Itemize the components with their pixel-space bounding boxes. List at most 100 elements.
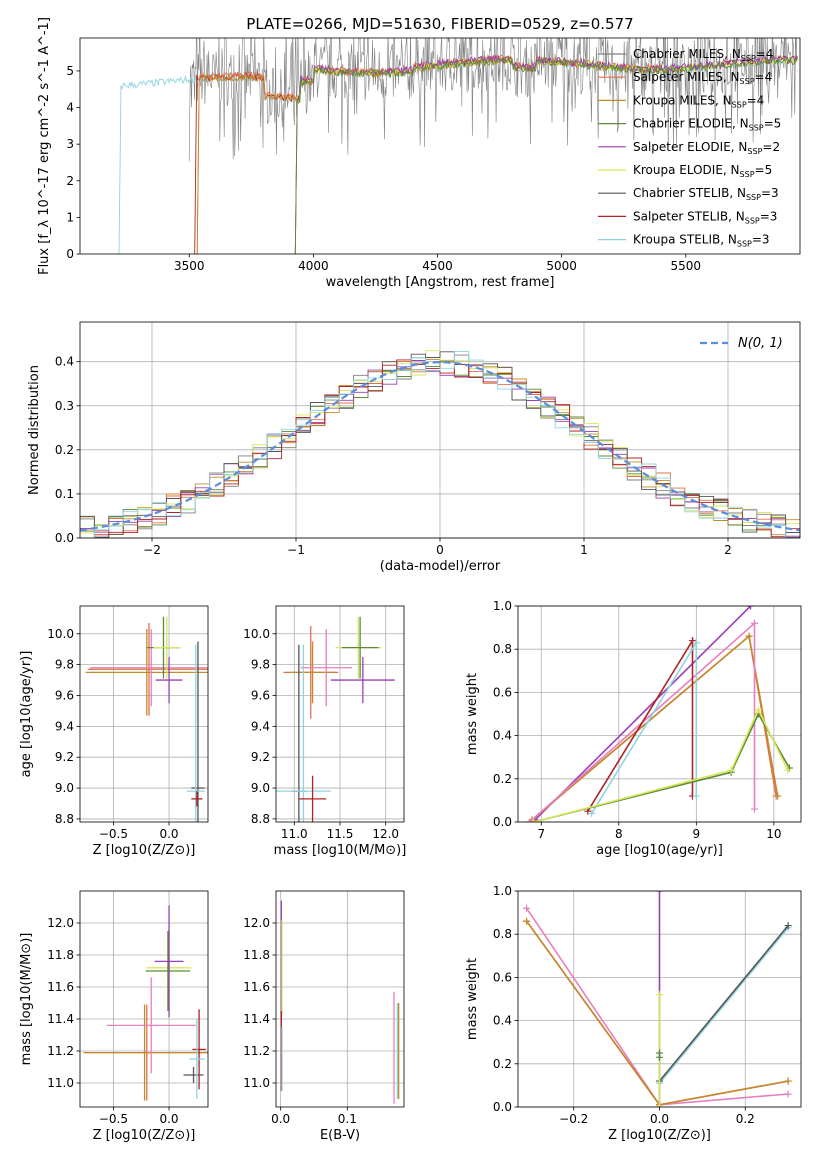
y-tick-label: 12.0 (243, 916, 270, 930)
x-axis-label: wavelength [Angstrom, rest frame] (326, 275, 555, 290)
plot-area (276, 616, 395, 822)
series-line (525, 920, 789, 1106)
y-tick-label: 9.4 (55, 719, 74, 733)
y-tick-label: 1.0 (493, 599, 512, 613)
panel-age-vs-mass: 11.0 11.5 12.0 8.8 9.0 9.2 9.4 9.6 9.8 10.0 mass [… (243, 605, 407, 858)
y-tick-label: 9.8 (251, 658, 270, 672)
data-point (784, 1077, 792, 1085)
plot-area (80, 350, 800, 538)
axes-frame (79, 605, 209, 823)
y-tick-label: 0.1 (55, 487, 74, 501)
legend-subscript: SSP (747, 147, 762, 156)
x-tick-label: 0.0 (159, 1112, 178, 1126)
legend-suffix: =4 (747, 93, 765, 107)
y-axis-label: mass [log10(M/M⊙)] (19, 933, 34, 1066)
data-point (750, 805, 758, 813)
grid (276, 891, 404, 1107)
y-tick-label: 9.2 (251, 750, 270, 764)
series-line (533, 712, 791, 822)
panel-mass-vs-ebv: 0.0 0.1 11.0 11.2 11.4 11.6 11.8 12.0 E(B-V) (243, 890, 405, 1143)
y-tick-label: 0.3 (55, 399, 74, 413)
y-tick-label: 0.4 (493, 729, 512, 743)
legend-subscript: SSP (741, 54, 756, 63)
x-tick-label: 0.1 (338, 1112, 357, 1126)
y-tick-label: 0.2 (55, 443, 74, 457)
data-point (688, 637, 696, 645)
x-tick-label: −0.2 (559, 1112, 588, 1126)
x-axis-label: Z [log10(Z/Z⊙)] (608, 1128, 711, 1143)
axes-frame (79, 37, 801, 255)
data-point (656, 991, 663, 999)
x-tick-label: 8 (615, 827, 623, 841)
y-tick-label: 1 (66, 210, 74, 224)
legend-entry: Kroupa MILES, NSSP=4 (633, 93, 764, 109)
legend-entry: Salpeter ELODIE, NSSP=2 (633, 140, 780, 156)
data-point (784, 922, 792, 930)
series-line (533, 707, 789, 822)
y-tick-label: 5 (66, 64, 74, 78)
y-tick-label: 11.8 (47, 948, 74, 962)
axes-frame (517, 605, 802, 823)
x-tick-label: 1 (580, 543, 588, 557)
model-spectrum-line (196, 55, 662, 254)
data-point (750, 619, 758, 627)
legend-subscript: SSP (740, 77, 755, 86)
x-axis-label: E(B-V) (320, 1128, 360, 1143)
model-spectrum-line (294, 54, 798, 254)
y-tick-label: 8.8 (55, 812, 74, 826)
x-axis-label: mass [log10(M/M⊙)] (274, 843, 407, 858)
x-tick-label: −1 (287, 543, 305, 557)
legend-entry: Kroupa ELODIE, NSSP=5 (633, 163, 772, 179)
x-axis-label: Z [log10(Z/Z⊙)] (93, 843, 196, 858)
y-tick-label: 9.0 (251, 781, 270, 795)
legend-suffix: =5 (755, 163, 773, 177)
legend-entry: Chabrier STELIB, NSSP=3 (633, 186, 779, 202)
data-point (784, 1090, 792, 1098)
legend-entry: N(0, 1) (738, 336, 783, 351)
y-tick-label: 11.8 (243, 948, 270, 962)
y-tick-label: 11.2 (243, 1044, 270, 1058)
axes-frame (517, 890, 802, 1108)
axes-frame (79, 321, 801, 539)
y-tick-label: 0.0 (55, 531, 74, 545)
y-tick-label: 11.2 (47, 1044, 74, 1058)
y-tick-label: 0 (66, 247, 74, 261)
series-line (529, 634, 779, 822)
grid (80, 606, 208, 822)
data-point (754, 706, 762, 714)
x-tick-label: 0.2 (736, 1112, 755, 1126)
x-tick-label: 11.0 (281, 827, 308, 841)
panel-mass-vs-Z: −0.5 0.0 11.0 11.2 11.4 11.6 11.8 12.0 Z [log10(… (19, 890, 209, 1143)
data-point (784, 766, 792, 774)
data-point (526, 818, 534, 822)
x-tick-label: 0.0 (650, 1112, 669, 1126)
y-tick-label: 9.6 (55, 688, 74, 702)
series-line (534, 606, 752, 821)
series-line (525, 907, 789, 1106)
y-tick-label: 2 (66, 174, 74, 188)
y-tick-label: 11.6 (243, 980, 270, 994)
y-tick-label: 0.2 (493, 772, 512, 786)
x-tick-label: 9 (693, 827, 701, 841)
x-axis-label: age [log10(age/yr)] (596, 843, 723, 858)
data-point (692, 639, 700, 647)
x-axis-label: (data-model)/error (380, 559, 501, 574)
data-point (745, 632, 753, 640)
axes-frame (275, 890, 405, 1108)
legend-subscript: SSP (746, 193, 761, 202)
y-tick-label: 12.0 (47, 916, 74, 930)
y-tick-label: 9.0 (55, 781, 74, 795)
model-spectrum-line (294, 56, 798, 254)
x-tick-label: 0.0 (271, 1112, 290, 1126)
legend-subscript: SSP (745, 216, 760, 225)
plot-area (118, 38, 798, 254)
x-tick-label: 5000 (546, 259, 577, 273)
x-tick-label: 10 (766, 827, 781, 841)
y-axis-label: mass weight (465, 673, 480, 755)
data-point (774, 792, 782, 800)
data-point (656, 1053, 663, 1061)
normal-curve (80, 360, 800, 532)
plot-area (85, 616, 208, 822)
y-tick-label: 11.4 (243, 1012, 270, 1026)
